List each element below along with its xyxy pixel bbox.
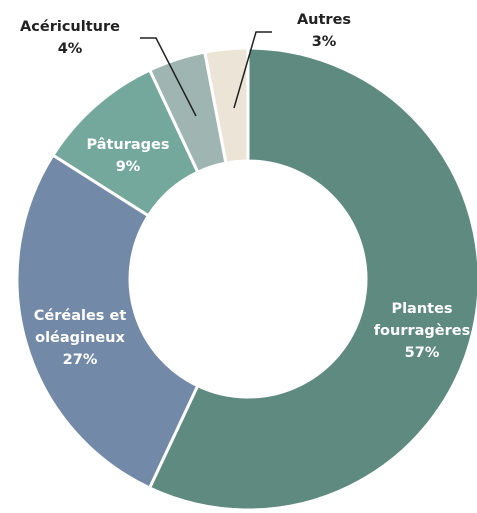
slice bbox=[15, 153, 200, 491]
slice-label: Acériculture 4% bbox=[5, 16, 135, 60]
value-label: 57% bbox=[404, 345, 440, 361]
slice-label: Céréales et oléagineux 27% bbox=[15, 305, 145, 371]
leader-line bbox=[140, 37, 197, 117]
slice-label: Pâturages 9% bbox=[73, 134, 183, 178]
category-label: Pâturages bbox=[86, 137, 170, 153]
category-label: Plantes fourragères bbox=[373, 301, 471, 339]
slice-label: Autres 3% bbox=[284, 9, 364, 53]
slice bbox=[147, 50, 228, 175]
slice bbox=[147, 46, 477, 512]
slice bbox=[50, 67, 200, 218]
category-label: Acériculture bbox=[20, 19, 120, 35]
category-label: Céréales et oléagineux bbox=[33, 308, 127, 346]
value-label: 3% bbox=[311, 34, 337, 50]
value-label: 9% bbox=[115, 159, 141, 175]
value-label: 4% bbox=[57, 41, 83, 57]
leader-line bbox=[233, 31, 272, 109]
category-label: Autres bbox=[296, 12, 352, 28]
slice-label: Plantes fourragères 57% bbox=[362, 298, 477, 364]
value-label: 27% bbox=[62, 352, 98, 368]
